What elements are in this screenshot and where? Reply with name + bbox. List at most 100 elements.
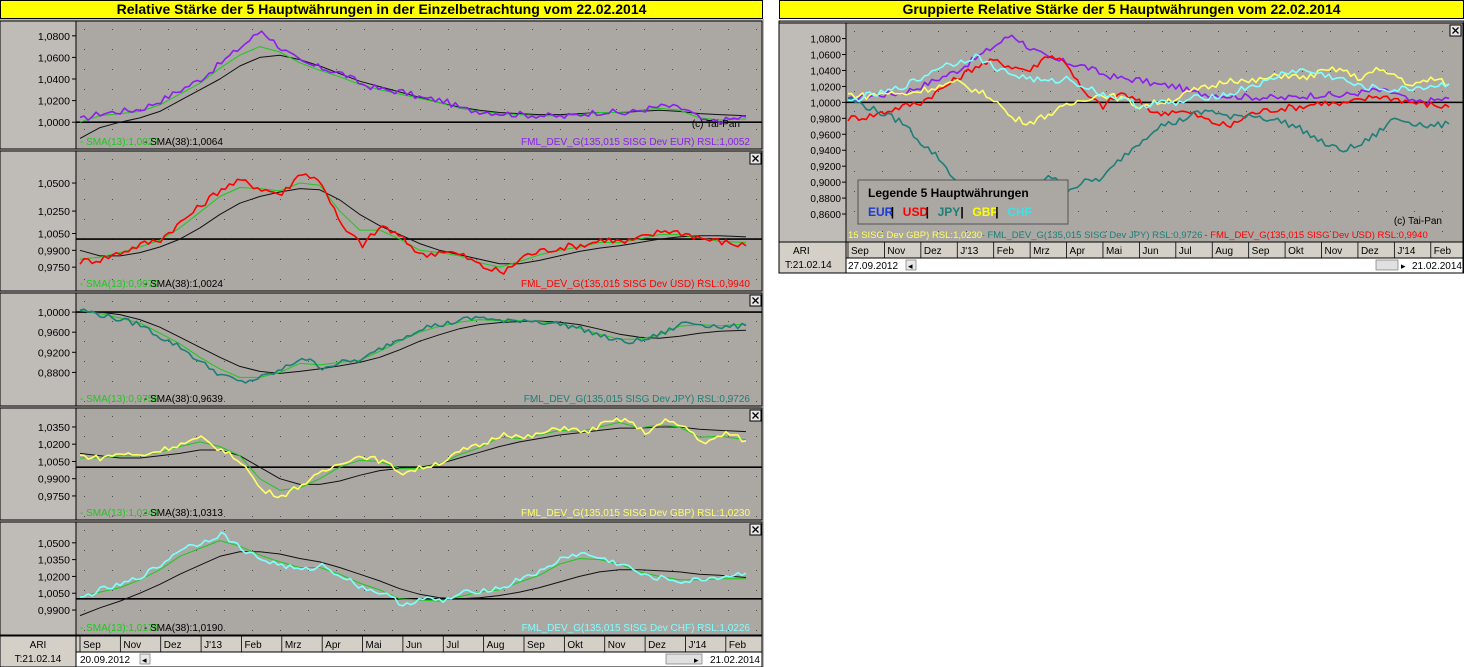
grid-dot — [476, 476, 477, 477]
grid-dot — [84, 89, 85, 90]
grid-dot — [700, 570, 701, 571]
grid-dot — [196, 610, 197, 611]
grid-dot — [252, 401, 253, 402]
grid-dot — [168, 109, 169, 110]
rsl-line-eur — [79, 30, 747, 125]
grid-dot — [700, 179, 701, 180]
grid-dot — [420, 361, 421, 362]
grid-dot — [392, 436, 393, 437]
grid-dot — [560, 381, 561, 382]
grid-dot — [420, 550, 421, 551]
grid-dot — [84, 401, 85, 402]
grid-dot — [224, 436, 225, 437]
grid-dot — [672, 341, 673, 342]
grid-dot — [1302, 111, 1303, 112]
left-scrollbar[interactable] — [75, 651, 763, 667]
left-scroll-thumb[interactable] — [665, 653, 703, 665]
grid-dot — [1134, 151, 1135, 152]
month-label: Sep — [1252, 246, 1270, 257]
right-scroll-left-button[interactable] — [905, 259, 917, 271]
grid-dot — [336, 29, 337, 30]
grid-dot — [448, 570, 449, 571]
grid-dot — [252, 219, 253, 220]
grid-dot — [280, 436, 281, 437]
grid-dot — [420, 630, 421, 631]
grid-dot — [392, 476, 393, 477]
grid-dot — [1274, 191, 1275, 192]
grid-dot — [84, 610, 85, 611]
grid-dot — [644, 301, 645, 302]
grid-dot — [112, 179, 113, 180]
grid-dot — [224, 630, 225, 631]
grid-dot — [1302, 31, 1303, 32]
grid-dot — [140, 496, 141, 497]
right-scrollbar[interactable] — [845, 257, 1464, 274]
right-chart-title: Gruppierte Relative Stärke der 5 Hauptwä… — [779, 0, 1464, 19]
grid-dot — [644, 361, 645, 362]
y-tick-label: 1,0600 — [38, 52, 70, 64]
grid-dot — [938, 51, 939, 52]
grid-dot — [854, 231, 855, 232]
grid-dot — [280, 301, 281, 302]
grid-dot — [1386, 231, 1387, 232]
y-tick-label: 1,0050 — [38, 456, 70, 468]
grid-dot — [700, 476, 701, 477]
grid-dot — [672, 590, 673, 591]
grid-dot — [364, 109, 365, 110]
grid-dot — [392, 630, 393, 631]
right-symbol-label: ARI — [793, 246, 810, 257]
grid-dot — [756, 279, 757, 280]
grid-dot — [224, 301, 225, 302]
grid-dot — [616, 29, 617, 30]
grid-dot — [168, 341, 169, 342]
grid-dot — [280, 219, 281, 220]
grid-dot — [1050, 231, 1051, 232]
grid-dot — [588, 401, 589, 402]
grid-dot — [588, 29, 589, 30]
month-label: Dez — [1361, 246, 1379, 257]
grid-dot — [994, 31, 995, 32]
grid-dot — [1414, 191, 1415, 192]
grid-dot — [672, 630, 673, 631]
grid-dot — [910, 51, 911, 52]
grid-dot — [196, 530, 197, 531]
grid-dot — [252, 129, 253, 130]
grid-dot — [392, 416, 393, 417]
panel-gbp: 1,0350 1,0200 1,0050 0,9900 0,9750 - SMA(13):… — [0, 407, 763, 521]
grid-dot — [448, 29, 449, 30]
grid-dot — [140, 301, 141, 302]
grid-dot — [756, 361, 757, 362]
grid-dot — [1442, 151, 1443, 152]
grid-dot — [1050, 91, 1051, 92]
grid-dot — [392, 179, 393, 180]
grid-dot — [448, 610, 449, 611]
grid-dot — [532, 550, 533, 551]
right-scroll-thumb[interactable] — [1375, 259, 1399, 271]
grid-dot — [168, 129, 169, 130]
grid-dot — [882, 131, 883, 132]
legend-item: | — [995, 205, 998, 219]
grid-dot — [854, 211, 855, 212]
grid-dot — [336, 49, 337, 50]
grid-dot — [560, 179, 561, 180]
grid-dot — [1386, 211, 1387, 212]
grid-dot — [1162, 231, 1163, 232]
grid-dot — [616, 301, 617, 302]
grid-dot — [644, 129, 645, 130]
grid-dot — [1442, 211, 1443, 212]
grid-dot — [252, 321, 253, 322]
left-scroll-left-button[interactable] — [139, 653, 151, 665]
grid-dot — [224, 550, 225, 551]
grid-dot — [280, 341, 281, 342]
month-label: Dez — [164, 640, 182, 651]
grid-dot — [336, 129, 337, 130]
y-axis-bg-usd — [0, 150, 77, 292]
grid-dot — [1106, 111, 1107, 112]
grid-dot — [1022, 91, 1023, 92]
grid-dot — [1106, 131, 1107, 132]
grid-dot — [1274, 31, 1275, 32]
grouped-panel: 1,0800 1,0600 1,0400 1,0200 1,0000 0,9800 0,96… — [778, 20, 1464, 274]
y-tick-label: 0,9900 — [38, 605, 70, 617]
grid-dot — [1162, 91, 1163, 92]
grid-dot — [700, 279, 701, 280]
